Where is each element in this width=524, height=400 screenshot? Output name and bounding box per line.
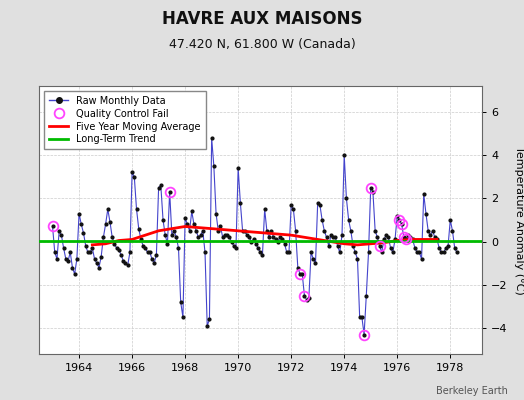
- Text: 47.420 N, 61.800 W (Canada): 47.420 N, 61.800 W (Canada): [169, 38, 355, 51]
- Y-axis label: Temperature Anomaly (°C): Temperature Anomaly (°C): [514, 146, 524, 294]
- Text: Berkeley Earth: Berkeley Earth: [436, 386, 508, 396]
- Text: HAVRE AUX MAISONS: HAVRE AUX MAISONS: [162, 10, 362, 28]
- Legend: Raw Monthly Data, Quality Control Fail, Five Year Moving Average, Long-Term Tren: Raw Monthly Data, Quality Control Fail, …: [44, 91, 205, 149]
